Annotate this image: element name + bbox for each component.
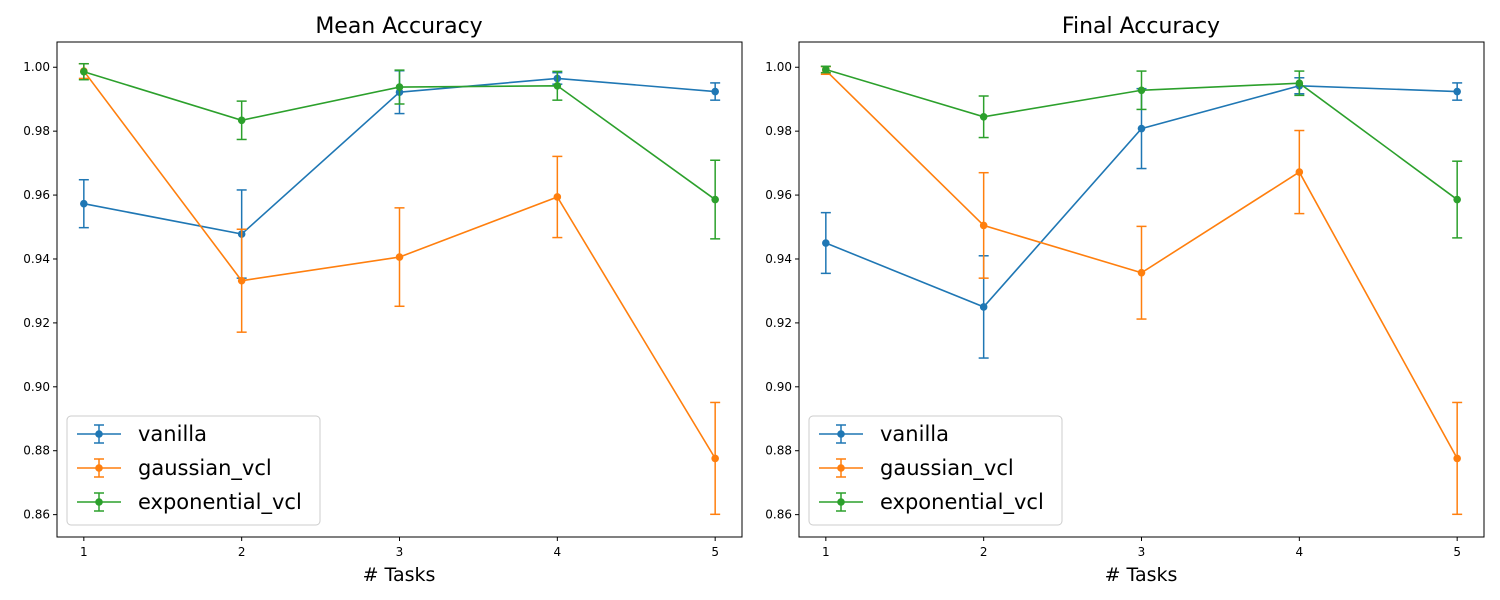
data-point	[1137, 86, 1146, 95]
panel-mean-accuracy: Mean Accuracy # Tasks 0.86 0.88 0.90 0.92 0.…	[23, 14, 743, 586]
x-tick-label: 2	[238, 545, 246, 559]
y-tick-label: 0.96	[23, 188, 50, 202]
legend-swatch-marker	[95, 430, 103, 438]
legend-item: vanilla	[819, 422, 949, 446]
legend-item: exponential_vcl	[77, 490, 302, 515]
legend-label: vanilla	[138, 422, 207, 446]
legend-swatch-marker	[837, 430, 845, 438]
legend-swatch-marker	[95, 498, 103, 506]
legend-box	[808, 415, 1063, 526]
legend-item: gaussian_vcl	[819, 456, 1014, 481]
legend-label: exponential_vcl	[880, 490, 1044, 515]
data-point	[822, 65, 830, 74]
data-point	[237, 276, 246, 285]
legend-swatch-marker	[837, 464, 845, 472]
data-point	[711, 87, 719, 96]
data-point	[711, 195, 719, 204]
y-tick-label: 1.00	[765, 60, 792, 74]
data-point	[1453, 195, 1461, 204]
legend-box	[66, 415, 321, 526]
legend-swatch-marker	[95, 464, 103, 472]
data-point	[395, 253, 404, 261]
data-point	[237, 116, 246, 125]
data-point	[1295, 168, 1304, 176]
chart-title: Mean Accuracy	[315, 14, 482, 39]
y-tick-label: 0.90	[765, 380, 792, 394]
series-exponential-vcl	[820, 65, 1463, 239]
x-tick-label: 2	[980, 545, 988, 559]
x-axis-label: # Tasks	[1105, 564, 1178, 586]
data-point	[1137, 268, 1146, 277]
panel-final-accuracy: Final Accuracy # Tasks 0.86 0.88 0.90 0.92 0…	[765, 14, 1485, 586]
y-tick-label: 0.94	[765, 252, 792, 266]
series-gaussian-vcl	[78, 62, 721, 516]
y-tick-label: 0.98	[23, 124, 50, 138]
y-tick-label: 0.94	[23, 252, 50, 266]
x-tick-label: 3	[396, 545, 404, 559]
legend-swatch-marker	[837, 498, 845, 506]
chart-title: Final Accuracy	[1062, 14, 1220, 39]
data-point	[979, 221, 988, 230]
legend-label: exponential_vcl	[138, 490, 302, 515]
legend-label: vanilla	[880, 422, 949, 446]
legend-item: exponential_vcl	[819, 490, 1044, 515]
data-point	[80, 67, 88, 76]
x-tick-label: 1	[822, 545, 830, 559]
data-point	[979, 303, 988, 311]
data-point	[979, 112, 988, 121]
y-tick-label: 0.92	[765, 316, 792, 330]
y-tick-label: 0.86	[765, 508, 792, 522]
y-tick-label: 0.90	[23, 380, 50, 394]
data-point	[553, 81, 562, 90]
data-point	[80, 199, 88, 208]
data-point	[822, 239, 830, 247]
y-tick-label: 0.86	[23, 508, 50, 522]
series-gaussian-vcl	[820, 65, 1463, 516]
y-tick-label: 0.88	[765, 444, 792, 458]
y-tick-label: 0.88	[23, 444, 50, 458]
data-point	[553, 193, 562, 201]
data-point	[711, 454, 719, 463]
y-tick-label: 0.98	[765, 124, 792, 138]
legend: vanilla gaussian_vcl exponential_vcl	[66, 415, 321, 526]
x-tick-label: 4	[1296, 545, 1304, 559]
data-point	[1295, 79, 1304, 88]
data-point	[1453, 87, 1461, 96]
series-exponential-vcl	[78, 62, 721, 240]
legend-label: gaussian_vcl	[880, 456, 1014, 481]
x-tick-label: 5	[711, 545, 719, 559]
data-point	[1453, 454, 1461, 463]
data-point	[395, 83, 404, 91]
legend-item: vanilla	[77, 422, 207, 446]
x-tick-label: 4	[554, 545, 562, 559]
y-tick-label: 0.96	[765, 188, 792, 202]
legend: vanilla gaussian_vcl exponential_vcl	[808, 415, 1063, 526]
y-tick-label: 0.92	[23, 316, 50, 330]
legend-item: gaussian_vcl	[77, 456, 272, 481]
x-tick-label: 1	[80, 545, 88, 559]
x-tick-label: 3	[1138, 545, 1146, 559]
x-axis-label: # Tasks	[363, 564, 436, 586]
legend-label: gaussian_vcl	[138, 456, 272, 481]
x-tick-label: 5	[1453, 545, 1461, 559]
y-tick-label: 1.00	[23, 60, 50, 74]
data-point	[1137, 124, 1146, 133]
